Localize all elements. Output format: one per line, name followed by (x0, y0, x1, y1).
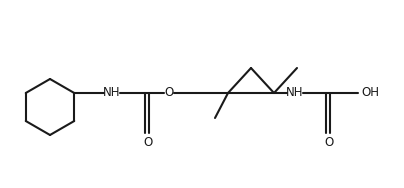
Text: O: O (164, 86, 174, 99)
Text: O: O (143, 136, 153, 149)
Text: OH: OH (361, 86, 379, 99)
Text: NH: NH (103, 86, 121, 99)
Text: O: O (324, 136, 334, 149)
Text: NH: NH (286, 86, 304, 99)
